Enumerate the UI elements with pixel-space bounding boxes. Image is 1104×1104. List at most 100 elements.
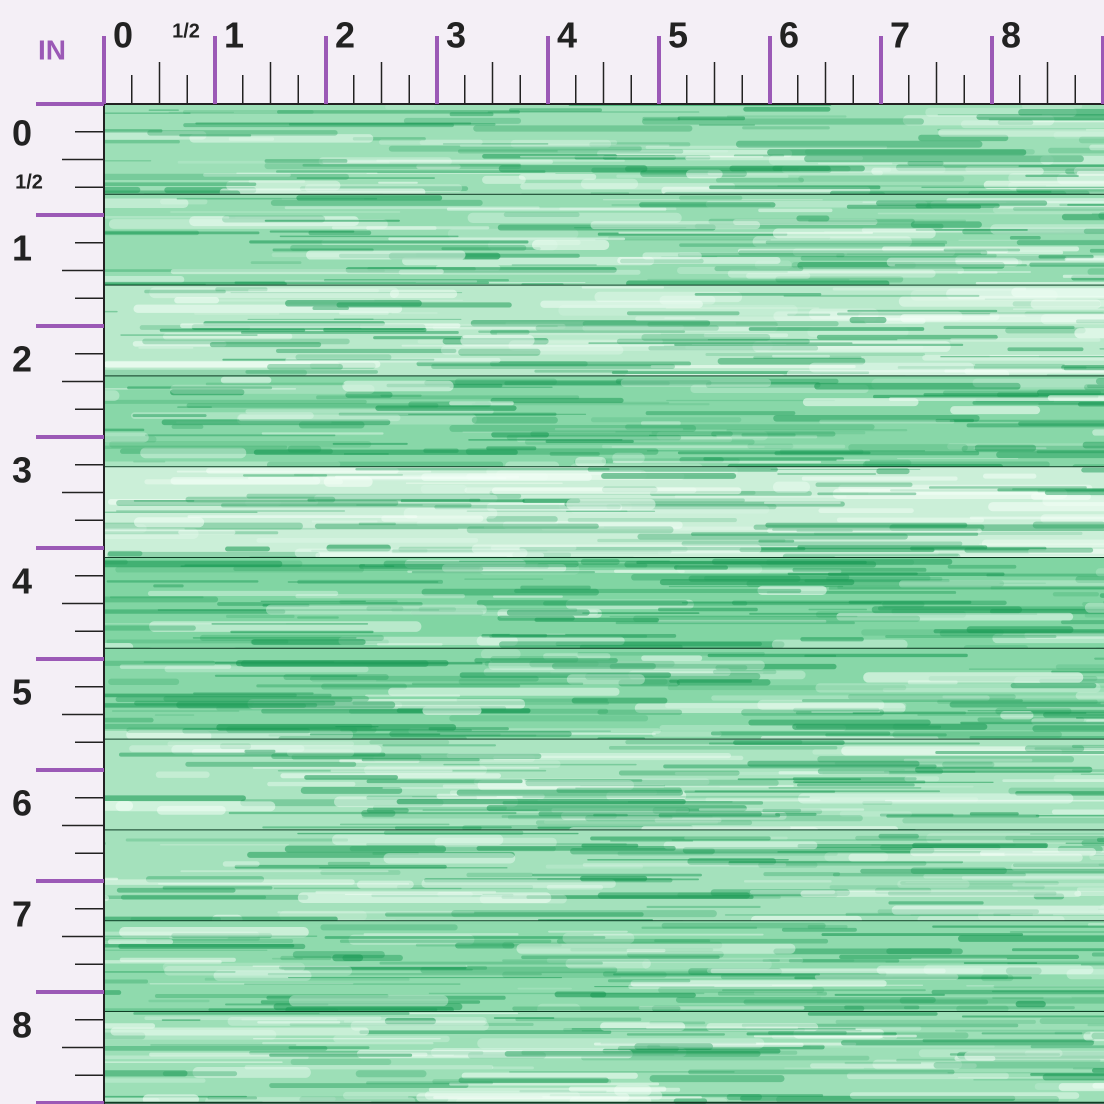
grain xyxy=(863,672,1084,683)
grain xyxy=(767,149,1027,156)
grain xyxy=(262,826,512,829)
grain xyxy=(355,468,610,471)
grain xyxy=(976,114,1104,120)
grain xyxy=(675,997,936,1003)
grain xyxy=(440,345,624,355)
grain xyxy=(977,717,1085,722)
grain xyxy=(1091,1068,1104,1073)
grain xyxy=(451,910,717,918)
grain xyxy=(630,980,887,987)
grain xyxy=(804,155,1084,163)
grain xyxy=(792,567,927,572)
grain xyxy=(157,609,440,611)
grain xyxy=(159,328,306,332)
grain xyxy=(105,432,149,443)
grain xyxy=(1021,105,1083,109)
grain xyxy=(252,767,540,769)
grain xyxy=(768,786,922,789)
grain xyxy=(396,799,686,805)
grain xyxy=(129,745,305,752)
grain xyxy=(763,872,841,877)
grain xyxy=(459,144,670,148)
grain xyxy=(376,643,443,646)
grain xyxy=(187,515,418,518)
grain xyxy=(416,521,559,526)
grain xyxy=(679,195,743,201)
grain xyxy=(461,1072,638,1079)
grain xyxy=(252,965,468,967)
grain xyxy=(195,122,472,125)
grain xyxy=(762,959,855,962)
grain xyxy=(251,639,366,645)
grain xyxy=(1036,450,1104,454)
grain xyxy=(704,575,931,581)
grain xyxy=(105,723,373,730)
grain xyxy=(332,954,364,962)
grain xyxy=(105,1046,328,1051)
grain xyxy=(757,699,885,710)
grain xyxy=(754,260,792,270)
grain xyxy=(548,930,628,933)
grain xyxy=(992,633,1104,644)
grain xyxy=(687,858,777,865)
grain xyxy=(1009,931,1104,933)
grain xyxy=(582,863,787,867)
grain xyxy=(918,1049,1063,1058)
grain xyxy=(587,467,778,472)
grain xyxy=(460,334,535,346)
grain xyxy=(356,504,423,506)
grain xyxy=(650,364,856,369)
grain xyxy=(184,527,459,530)
grain xyxy=(707,339,898,341)
grain xyxy=(634,703,906,714)
grain xyxy=(535,820,753,826)
grain xyxy=(618,231,874,234)
grain xyxy=(455,942,515,949)
grain xyxy=(105,360,381,368)
grain xyxy=(667,685,907,691)
grain xyxy=(580,178,639,189)
grain xyxy=(1015,791,1104,796)
grain xyxy=(471,544,762,554)
grain xyxy=(1044,490,1104,495)
grain xyxy=(486,502,623,512)
grain xyxy=(649,1075,785,1083)
grain xyxy=(737,248,1009,254)
grain xyxy=(457,149,684,154)
grain xyxy=(363,933,519,936)
grain xyxy=(459,560,670,562)
grain xyxy=(398,546,688,552)
grain xyxy=(479,564,580,575)
grain xyxy=(1030,299,1102,309)
grain xyxy=(153,584,184,588)
grain xyxy=(115,566,364,573)
grain xyxy=(966,985,1104,987)
grain xyxy=(273,1003,463,1011)
grain xyxy=(955,259,1023,266)
grain xyxy=(960,721,1104,725)
left-ruler-label: 3 xyxy=(12,450,32,491)
grain xyxy=(967,710,1104,712)
grain xyxy=(885,960,1104,963)
grain xyxy=(235,660,449,667)
grain xyxy=(488,660,765,670)
grain xyxy=(379,961,603,965)
grain xyxy=(807,1012,938,1016)
grain xyxy=(642,959,772,970)
grain xyxy=(726,115,847,118)
grain xyxy=(394,826,482,830)
grain xyxy=(849,1092,1080,1099)
grain xyxy=(421,879,616,888)
grain xyxy=(871,606,1023,614)
grain xyxy=(753,991,818,996)
grain xyxy=(802,699,1023,702)
grain xyxy=(271,957,303,960)
grain xyxy=(105,160,152,162)
grain xyxy=(105,877,119,881)
grain xyxy=(1010,682,1097,689)
grain xyxy=(864,459,912,467)
grain xyxy=(981,974,1014,982)
grain xyxy=(105,369,308,376)
grain xyxy=(499,641,785,648)
grain xyxy=(126,730,354,740)
